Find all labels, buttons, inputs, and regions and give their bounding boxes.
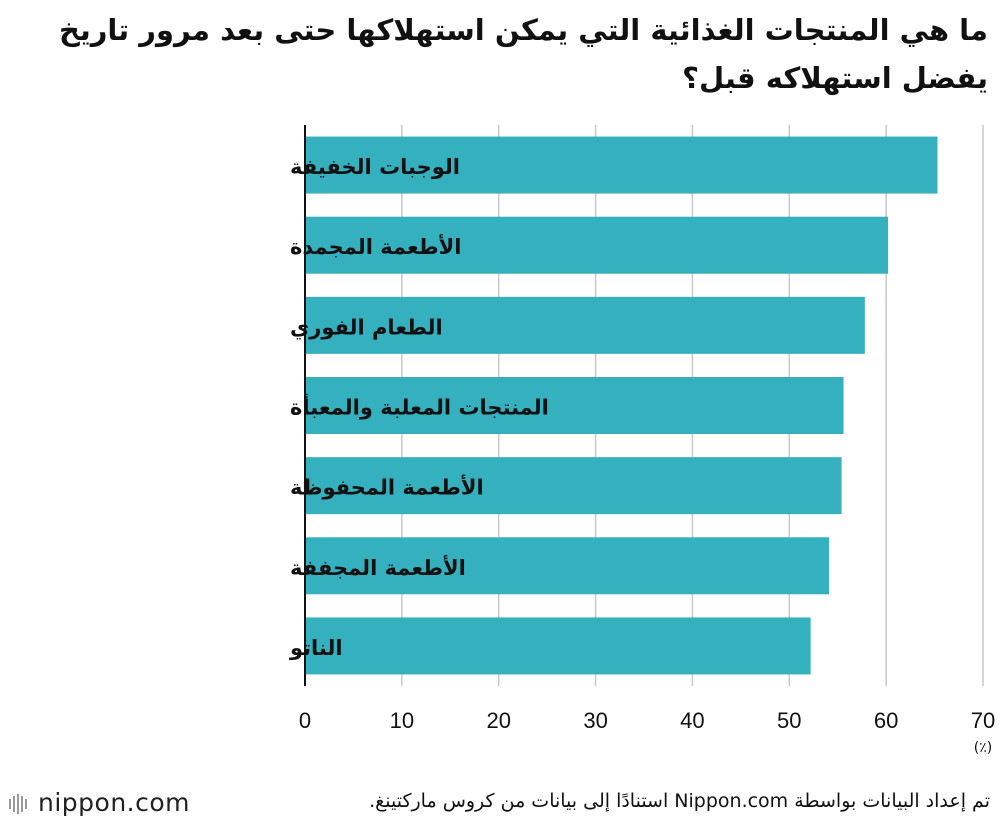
category-label-2: الطعام الفوري (290, 315, 443, 340)
footer: nippon.com تم إعداد البيانات بواسطة Nipp… (0, 782, 1000, 828)
bar-4 (305, 457, 842, 515)
bar-0 (305, 136, 938, 194)
category-label-1: الأطعمة المجمدة (290, 233, 462, 259)
category-label-5: الأطعمة المجففة (290, 554, 466, 580)
bar-3 (305, 377, 844, 434)
category-label-6: الناتو (289, 636, 343, 660)
category-label-0: الوجبات الخفيفة (290, 155, 460, 179)
x-tick-label-20: 20 (486, 708, 510, 733)
category-label-4: الأطعمة المحفوظة (290, 474, 484, 500)
source-note: تم إعداد البيانات بواسطة Nippon.com استن… (369, 790, 990, 812)
x-tick-label-70: 70 (971, 708, 995, 733)
logo-text: nippon.com (38, 788, 191, 817)
x-tick-label-10: 10 (390, 708, 414, 733)
bar-6 (305, 617, 811, 675)
x-tick-label-60: 60 (874, 708, 898, 733)
bar-5 (305, 537, 829, 595)
bar-chart: الوجبات الخفيفة الأطعمة المجمدة الطعام الف… (289, 125, 995, 756)
category-label-3: المنتجات المعلبة والمعبأة (290, 393, 549, 420)
bar-1 (305, 216, 889, 274)
x-tick-label-0: 0 (299, 708, 311, 733)
x-tick-label-50: 50 (777, 708, 801, 733)
nippon-logo[interactable]: nippon.com (8, 788, 190, 817)
nippon-logo-icon (9, 793, 27, 814)
bar-2 (305, 296, 865, 354)
chart-title: ما هي المنتجات الغذائية التي يمكن استهلا… (58, 13, 988, 95)
unit-label: (٪) (974, 740, 992, 756)
x-tick-label-40: 40 (680, 708, 704, 733)
x-tick-label-30: 30 (583, 708, 607, 733)
